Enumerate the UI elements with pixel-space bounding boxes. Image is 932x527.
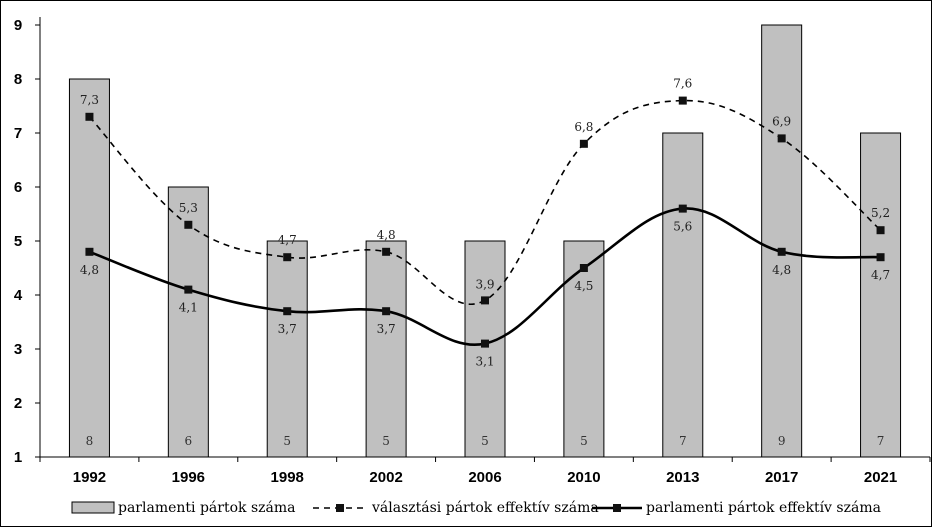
labels-layer: 8 6 5 5 5 5 7 9 7 7,3 5,3 4,7 4,8 3,9 6,8 7,6 6,9 5,2 4,8 4… <box>80 77 890 448</box>
parlamenti-effektiv-marker <box>382 307 391 316</box>
valasztasi-effektiv-value-label: 4,7 <box>278 233 297 247</box>
valasztasi-effektiv-value-label: 6,8 <box>574 120 593 134</box>
legend-dashed-marker <box>336 504 344 512</box>
parlamenti-effektiv-marker <box>678 204 687 213</box>
x-tick-label: 2006 <box>468 469 501 486</box>
parlamenti-effektiv-marker <box>481 339 489 348</box>
valasztasi-effektiv-marker <box>481 296 489 305</box>
parlamenti-effektiv-marker <box>85 247 94 256</box>
valasztasi-effektiv-value-label: 5,3 <box>179 201 198 215</box>
x-tick-label: 1996 <box>172 469 205 486</box>
parlamenti-effektiv-value-label: 5,6 <box>673 220 692 234</box>
valasztasi-effektiv-value-label: 4,8 <box>377 228 396 242</box>
bar-value-label: 5 <box>283 434 291 448</box>
x-tick-label: 2013 <box>666 469 699 486</box>
bar-1992 <box>68 78 110 458</box>
bar-1998 <box>266 240 308 458</box>
lines-layer <box>85 96 885 348</box>
parlamenti-effektiv-value-label: 4,7 <box>871 268 890 282</box>
axes-layer: 1 2 3 4 5 6 7 8 9 1992 1996 1998 2002 2006 2010 2013 201… <box>14 17 931 486</box>
valasztasi-effektiv-marker <box>876 226 885 235</box>
x-tick-label: 1992 <box>73 469 106 486</box>
x-tick-label: 1998 <box>271 469 304 486</box>
y-tick-label: 4 <box>14 287 23 304</box>
y-tick-label: 2 <box>14 395 22 412</box>
y-tick-label: 5 <box>14 233 22 250</box>
legend-bar-swatch <box>71 501 115 514</box>
bar-value-label: 5 <box>382 434 390 448</box>
parlamenti-effektiv-marker <box>876 253 885 262</box>
bar-value-label: 7 <box>877 434 885 448</box>
valasztasi-effektiv-value-label: 7,6 <box>673 77 692 91</box>
bar-2013 <box>662 132 704 458</box>
x-tick-label: 2010 <box>567 469 600 486</box>
bar-value-label: 5 <box>580 434 588 448</box>
bar-2017 <box>761 24 803 458</box>
parlamenti-effektiv-value-label: 4,1 <box>179 301 198 315</box>
y-tick-label: 1 <box>14 449 22 466</box>
y-tick-label: 8 <box>14 71 22 88</box>
valasztasi-effektiv-marker <box>382 247 391 256</box>
bar-2021 <box>860 132 902 458</box>
y-tick-label: 7 <box>14 125 22 142</box>
bar-2006 <box>464 240 506 458</box>
parlamenti-effektiv-value-label: 3,1 <box>475 355 494 369</box>
bar-value-label: 7 <box>679 434 687 448</box>
bar-2002 <box>365 240 407 458</box>
valasztasi-effektiv-marker <box>184 220 193 229</box>
bar-value-label: 9 <box>778 434 786 448</box>
parlamenti-effektiv-value-label: 4,8 <box>772 263 791 277</box>
legend: parlamenti pártok száma választási pártok… <box>71 500 881 516</box>
bar-1996 <box>167 186 209 458</box>
valasztasi-effektiv-marker <box>85 112 94 121</box>
parlamenti-effektiv-marker <box>777 247 786 256</box>
valasztasi-effektiv-value-label: 3,9 <box>475 277 494 291</box>
valasztasi-effektiv-marker <box>283 253 292 262</box>
parlamenti-effektiv-marker <box>283 307 292 316</box>
parlamenti-effektiv-marker <box>184 285 193 294</box>
parlamenti-effektiv-value-label: 4,8 <box>80 263 99 277</box>
parlamenti-effektiv-marker <box>579 264 588 272</box>
legend-solid-marker <box>613 504 621 512</box>
y-tick-label: 9 <box>14 17 22 34</box>
y-tick-label: 6 <box>14 179 22 196</box>
valasztasi-effektiv-marker <box>777 134 786 143</box>
bar-value-label: 8 <box>86 434 94 448</box>
legend-label-valasztasi-effektiv: választási pártok effektív száma <box>371 500 599 516</box>
valasztasi-effektiv-marker <box>678 96 687 105</box>
valasztasi-effektiv-value-label: 7,3 <box>80 93 99 107</box>
x-tick-label: 2017 <box>765 469 798 486</box>
x-tick-label: 2021 <box>864 469 897 486</box>
valasztasi-effektiv-marker <box>579 139 588 148</box>
bars-layer <box>68 24 902 458</box>
parlamenti-effektiv-value-label: 3,7 <box>377 322 396 336</box>
bar-2010 <box>563 240 605 458</box>
valasztasi-effektiv-value-label: 5,2 <box>871 206 890 220</box>
legend-label-parlamenti-effektiv: parlamenti pártok effektív száma <box>646 500 881 516</box>
parlamenti-effektiv-value-label: 4,5 <box>574 279 593 293</box>
legend-label-parlamenti-partok-szama: parlamenti pártok száma <box>118 500 295 516</box>
y-tick-label: 3 <box>14 341 22 358</box>
x-tick-label: 2002 <box>369 469 402 486</box>
valasztasi-effektiv-value-label: 6,9 <box>772 114 791 128</box>
parlamenti-effektiv-value-label: 3,7 <box>278 322 297 336</box>
bar-value-label: 5 <box>481 434 489 448</box>
bar-value-label: 6 <box>185 434 193 448</box>
